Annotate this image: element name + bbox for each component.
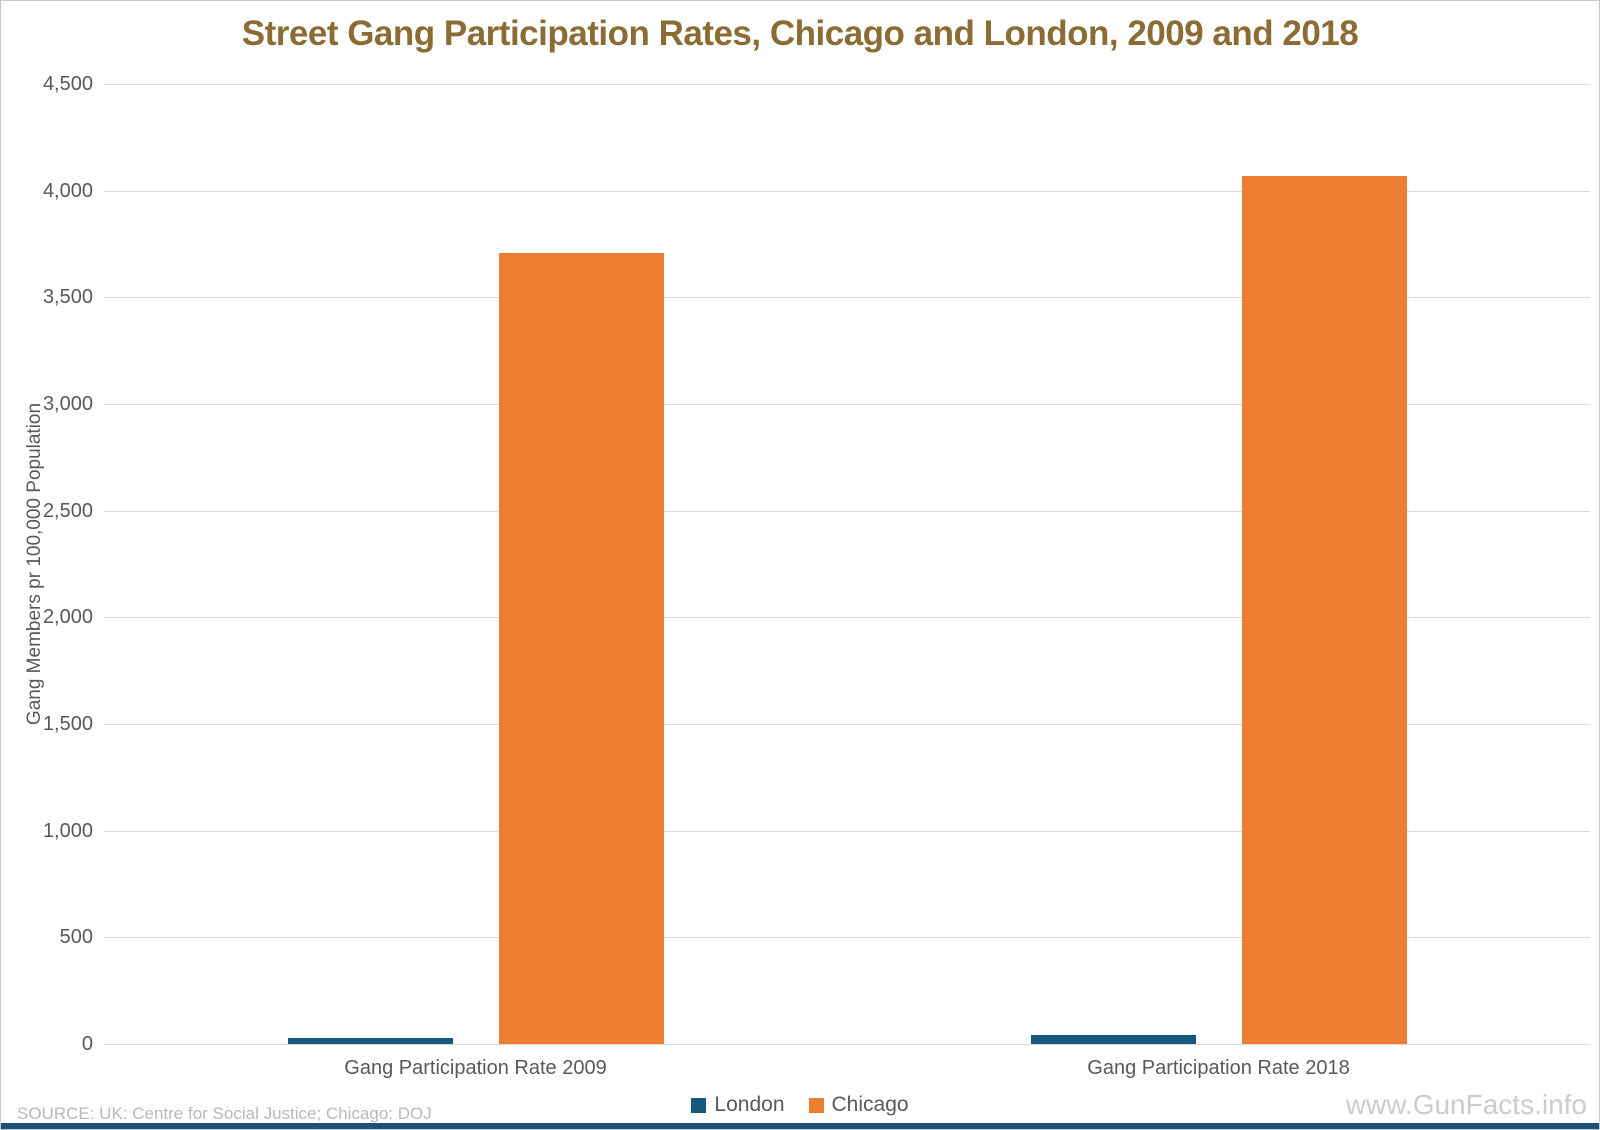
y-axis-title: Gang Members pr 100,000 Population xyxy=(24,402,45,726)
gridline xyxy=(104,190,1590,192)
chart-title: Street Gang Participation Rates, Chicago… xyxy=(241,14,1359,53)
gridline xyxy=(104,510,1590,512)
x-category-label: Gang Participation Rate 2009 xyxy=(344,1057,607,1079)
gridline xyxy=(104,937,1590,939)
y-tick-label: 2,500 xyxy=(42,499,93,522)
gridline xyxy=(104,1044,1590,1045)
watermark: www.GunFacts.info xyxy=(1345,1089,1587,1120)
legend-label: London xyxy=(714,1093,785,1116)
plot-area xyxy=(104,84,1590,1045)
source-note: SOURCE: UK: Centre for Social Justice; C… xyxy=(17,1104,432,1123)
bar-london-1 xyxy=(1030,1035,1196,1044)
x-category-label: Gang Participation Rate 2018 xyxy=(1087,1057,1350,1079)
legend-swatch xyxy=(808,1097,824,1113)
gridline xyxy=(104,84,1590,85)
legend-item-chicago: Chicago xyxy=(808,1093,909,1117)
y-tick-label: 1,000 xyxy=(42,819,93,842)
gridline xyxy=(104,297,1590,299)
footer-bar xyxy=(1,1123,1599,1129)
y-tick-label: 3,000 xyxy=(42,393,93,415)
bar-chicago-0 xyxy=(498,253,664,1044)
legend-label: Chicago xyxy=(831,1093,909,1116)
y-tick-label: 4,000 xyxy=(42,179,93,202)
legend: London Chicago xyxy=(1,1093,1599,1117)
gridline xyxy=(104,830,1590,832)
gridline xyxy=(104,617,1590,619)
y-tick-label: 500 xyxy=(59,926,93,949)
bar-chicago-1 xyxy=(1241,176,1407,1044)
gridline xyxy=(104,724,1590,725)
y-tick-label: 3,500 xyxy=(42,286,93,309)
legend-item-london: London xyxy=(691,1093,785,1117)
y-tick-label: 4,500 xyxy=(42,73,93,95)
legend-swatch xyxy=(691,1097,707,1113)
y-tick-label: 0 xyxy=(81,1033,93,1055)
y-tick-label: 2,000 xyxy=(42,606,93,629)
y-tick-label: 1,500 xyxy=(42,713,93,735)
gridline xyxy=(104,404,1590,405)
bar-london-0 xyxy=(287,1038,453,1044)
